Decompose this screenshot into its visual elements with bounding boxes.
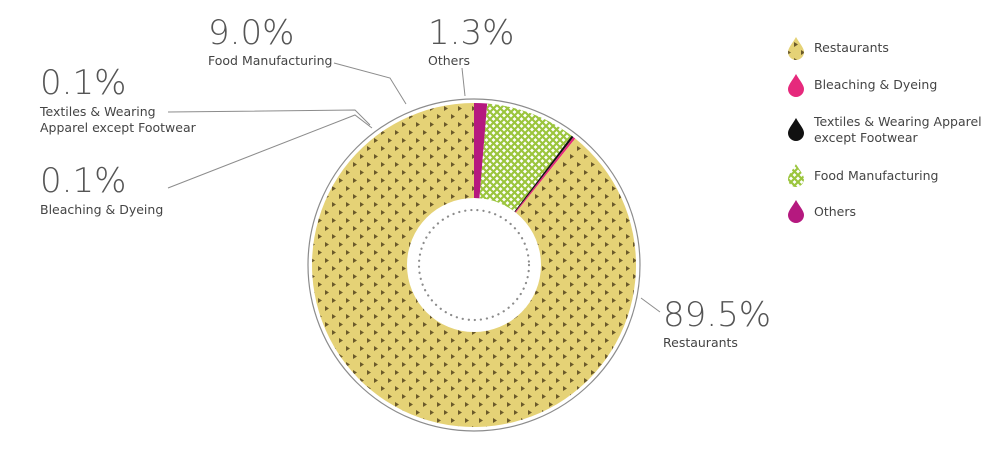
legend-drop-icon-restaurants xyxy=(788,37,804,60)
others-pct-label: 1.3% xyxy=(428,13,514,53)
legend-label-textiles-line1: Textiles & Wearing Apparel xyxy=(813,114,982,129)
leader-line-bleaching xyxy=(167,114,373,189)
textiles-pct-label: 0.1% xyxy=(40,63,126,103)
legend-item-restaurants: Restaurants xyxy=(788,37,889,60)
legend-item-food: Food Manufacturing xyxy=(788,164,938,187)
legend-label-food-line1: Food Manufacturing xyxy=(814,168,938,183)
restaurants-pct-label: 89.5% xyxy=(663,295,771,335)
bleaching-pct-label: 0.1% xyxy=(40,161,126,201)
leader-lines xyxy=(167,62,661,313)
leader-line-others xyxy=(461,67,466,97)
legend-label-textiles-line2: except Footwear xyxy=(814,130,919,145)
legend-drop-icon-others xyxy=(788,200,804,223)
donut-hole xyxy=(407,198,541,332)
legend-drop-icon-food xyxy=(788,164,804,187)
restaurants-callout-label: Restaurants xyxy=(663,335,738,350)
food-callout-label: Food Manufacturing xyxy=(208,53,332,68)
others-callout-label: Others xyxy=(428,53,470,68)
bleaching-callout-label: Bleaching & Dyeing xyxy=(40,202,163,217)
leader-line-restaurants xyxy=(640,297,661,313)
legend-item-others: Others xyxy=(788,200,856,223)
legend-item-bleaching: Bleaching & Dyeing xyxy=(788,74,937,97)
legend-drop-icon-textiles xyxy=(788,118,804,141)
legend-label-bleaching-line1: Bleaching & Dyeing xyxy=(814,77,937,92)
outer-ring xyxy=(307,98,641,432)
legend-label-restaurants-line1: Restaurants xyxy=(814,40,889,55)
legend: Restaurants Bleaching & Dyeing Textiles … xyxy=(788,37,982,223)
textiles-callout-line2: Apparel except Footwear xyxy=(40,120,197,135)
food-pct-label: 9.0% xyxy=(208,13,294,53)
inner-dotted-ring xyxy=(417,208,531,322)
legend-item-textiles: Textiles & Wearing Apparel except Footwe… xyxy=(788,114,982,145)
legend-label-others-line1: Others xyxy=(814,204,856,219)
leader-line-food xyxy=(333,62,407,105)
legend-drop-icon-bleaching xyxy=(788,74,804,97)
textiles-callout-line1: Textiles & Wearing xyxy=(39,104,156,119)
leader-line-textiles xyxy=(167,109,371,126)
